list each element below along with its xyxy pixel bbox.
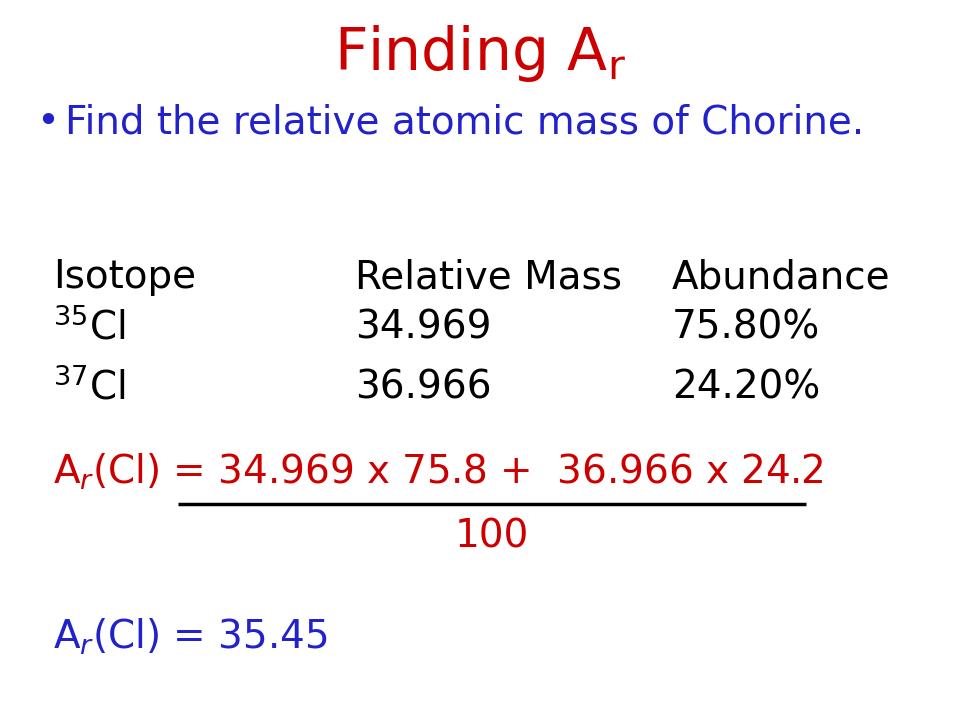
Text: Find the relative atomic mass of Chorine.: Find the relative atomic mass of Chorine…	[65, 104, 865, 141]
Text: Isotope: Isotope	[53, 258, 196, 296]
Text: $^{35}$Cl: $^{35}$Cl	[53, 307, 125, 348]
Text: 100: 100	[454, 518, 529, 555]
Text: 36.966: 36.966	[355, 369, 492, 406]
Text: Finding $\mathregular{A_r}$: Finding $\mathregular{A_r}$	[334, 24, 626, 84]
Text: 24.20%: 24.20%	[672, 369, 820, 406]
Text: 34.969: 34.969	[355, 309, 492, 346]
Text: A$_r$(Cl) = 34.969 x 75.8 +  36.966 x 24.2: A$_r$(Cl) = 34.969 x 75.8 + 36.966 x 24.…	[53, 451, 823, 492]
Text: Abundance: Abundance	[672, 258, 891, 296]
Text: $^{37}$Cl: $^{37}$Cl	[53, 367, 125, 408]
Text: Relative Mass: Relative Mass	[355, 258, 622, 296]
Text: A$_r$(Cl) = 35.45: A$_r$(Cl) = 35.45	[53, 617, 327, 657]
Text: 75.80%: 75.80%	[672, 309, 820, 346]
Text: •: •	[36, 104, 60, 141]
